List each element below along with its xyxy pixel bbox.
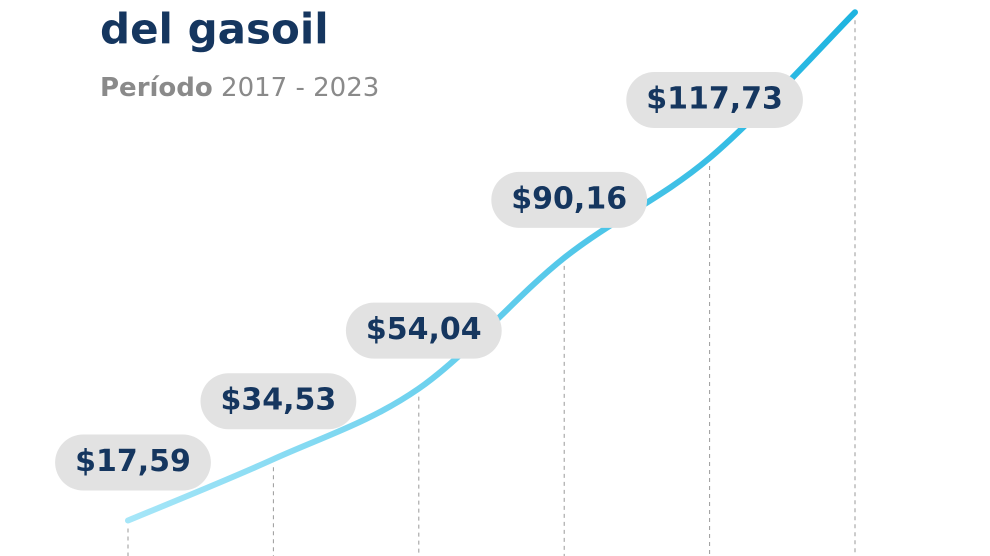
value-label: $54,04 [366,312,482,347]
label-pill [626,72,803,129]
value-label: $34,53 [221,383,337,418]
label-pill [55,434,211,491]
label-pill [200,373,357,430]
chart-subtitle: Período 2017 - 2023 [100,73,379,103]
label-pill [345,302,502,359]
subtitle-bold: Período [100,73,213,103]
subtitle-text: 2017 - 2023 [221,73,379,103]
line [125,9,858,524]
value-label: $90,16 [511,181,627,216]
label-pill [491,171,648,228]
value-label: $17,59 [75,444,191,479]
chart-title: del gasoil [100,5,329,54]
value-label: $117,73 [646,82,783,117]
